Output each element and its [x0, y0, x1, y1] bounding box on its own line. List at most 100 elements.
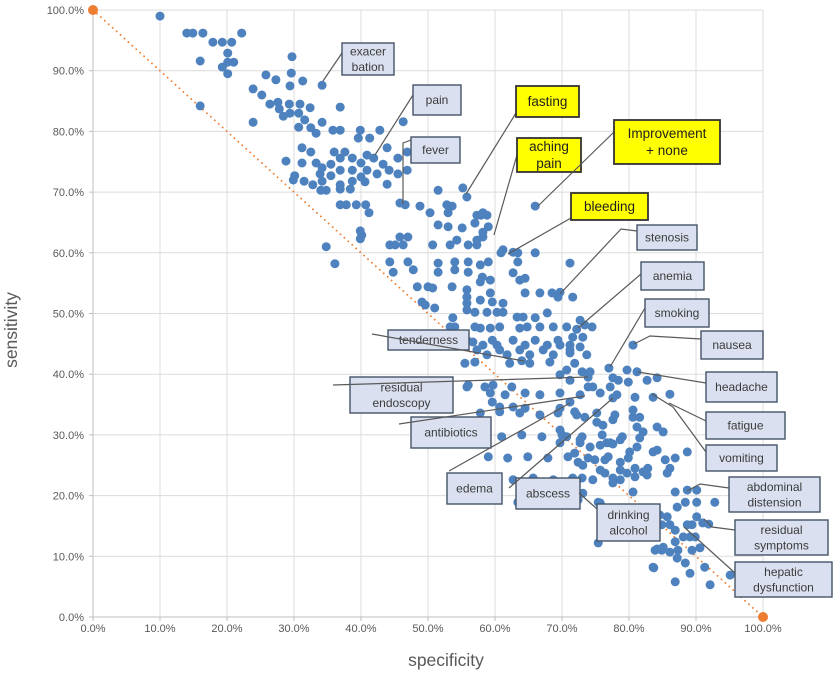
data-point[interactable]: [278, 111, 288, 121]
data-point[interactable]: [578, 460, 588, 470]
data-point[interactable]: [385, 257, 395, 267]
data-point[interactable]: [555, 388, 565, 398]
data-point[interactable]: [315, 169, 325, 179]
data-point[interactable]: [638, 427, 648, 437]
data-point[interactable]: [535, 322, 545, 332]
fatigue-label[interactable]: fatigue: [705, 411, 786, 440]
data-point[interactable]: [652, 422, 662, 432]
data-point[interactable]: [632, 367, 642, 377]
data-point[interactable]: [598, 420, 608, 430]
tenderness-label[interactable]: tenderness: [387, 329, 470, 351]
data-point[interactable]: [658, 427, 668, 437]
data-point[interactable]: [335, 184, 345, 194]
data-point[interactable]: [517, 430, 527, 440]
data-point[interactable]: [463, 380, 473, 390]
data-point[interactable]: [628, 405, 638, 415]
data-point[interactable]: [648, 392, 658, 402]
aching-pain-label[interactable]: aching pain: [516, 137, 582, 173]
data-point[interactable]: [433, 258, 443, 268]
data-point[interactable]: [613, 375, 623, 385]
data-point[interactable]: [725, 570, 735, 580]
data-point[interactable]: [227, 37, 237, 47]
data-point[interactable]: [482, 307, 492, 317]
data-point[interactable]: [443, 222, 453, 232]
data-point[interactable]: [660, 455, 670, 465]
data-point[interactable]: [522, 322, 532, 332]
data-point[interactable]: [475, 277, 485, 287]
data-point[interactable]: [403, 257, 413, 267]
data-point[interactable]: [355, 125, 365, 135]
exacerbation-label[interactable]: exacer bation: [341, 42, 395, 76]
data-point[interactable]: [498, 307, 508, 317]
data-point[interactable]: [393, 169, 403, 179]
data-point[interactable]: [682, 447, 692, 457]
data-point[interactable]: [408, 265, 418, 275]
data-point[interactable]: [555, 340, 565, 350]
data-point[interactable]: [208, 37, 218, 47]
data-point[interactable]: [595, 388, 605, 398]
data-point[interactable]: [447, 282, 457, 292]
data-point[interactable]: [565, 348, 575, 358]
data-point[interactable]: [578, 332, 588, 342]
data-point[interactable]: [649, 563, 659, 573]
data-point[interactable]: [583, 372, 593, 382]
data-point[interactable]: [588, 382, 598, 392]
data-point[interactable]: [513, 257, 523, 267]
data-point[interactable]: [487, 397, 497, 407]
data-point[interactable]: [335, 165, 345, 175]
data-point[interactable]: [518, 312, 528, 322]
data-point[interactable]: [360, 177, 370, 187]
data-point[interactable]: [248, 117, 258, 127]
data-point[interactable]: [692, 485, 702, 495]
data-point[interactable]: [580, 320, 590, 330]
data-point[interactable]: [326, 159, 336, 169]
data-point[interactable]: [665, 547, 675, 557]
data-point[interactable]: [687, 545, 697, 555]
data-point[interactable]: [223, 48, 233, 58]
data-point[interactable]: [463, 240, 473, 250]
data-point[interactable]: [652, 544, 662, 554]
data-point[interactable]: [530, 201, 540, 211]
fasting-label[interactable]: fasting: [515, 85, 580, 118]
data-point[interactable]: [530, 313, 540, 323]
data-point[interactable]: [700, 562, 710, 572]
data-point[interactable]: [351, 200, 361, 210]
data-point[interactable]: [570, 407, 580, 417]
data-point[interactable]: [687, 520, 697, 530]
data-point[interactable]: [587, 322, 597, 332]
data-point[interactable]: [555, 370, 565, 380]
data-point[interactable]: [503, 453, 513, 463]
data-point[interactable]: [361, 200, 371, 210]
data-point[interactable]: [548, 350, 558, 360]
data-point[interactable]: [483, 452, 493, 462]
data-point[interactable]: [384, 165, 394, 175]
data-point[interactable]: [462, 305, 472, 315]
data-point[interactable]: [347, 153, 357, 163]
data-point[interactable]: [390, 240, 400, 250]
data-point[interactable]: [500, 390, 510, 400]
data-point[interactable]: [485, 323, 495, 333]
data-point[interactable]: [535, 410, 545, 420]
data-point[interactable]: [298, 76, 308, 86]
data-point[interactable]: [229, 57, 239, 67]
data-point[interactable]: [588, 475, 598, 485]
data-point[interactable]: [520, 388, 530, 398]
data-point[interactable]: [345, 184, 355, 194]
data-point[interactable]: [582, 350, 592, 360]
data-point[interactable]: [670, 525, 680, 535]
data-point[interactable]: [525, 358, 535, 368]
data-point[interactable]: [341, 200, 351, 210]
data-point[interactable]: [287, 52, 297, 62]
data-point[interactable]: [468, 337, 478, 347]
data-point[interactable]: [463, 267, 473, 277]
data-point[interactable]: [472, 240, 482, 250]
edema-label[interactable]: edema: [446, 472, 503, 505]
data-point[interactable]: [670, 487, 680, 497]
data-point[interactable]: [485, 388, 495, 398]
data-point[interactable]: [326, 171, 336, 181]
data-point[interactable]: [685, 568, 695, 578]
data-point[interactable]: [450, 257, 460, 267]
data-point[interactable]: [237, 28, 247, 38]
data-point[interactable]: [378, 159, 388, 169]
data-point[interactable]: [356, 158, 366, 168]
